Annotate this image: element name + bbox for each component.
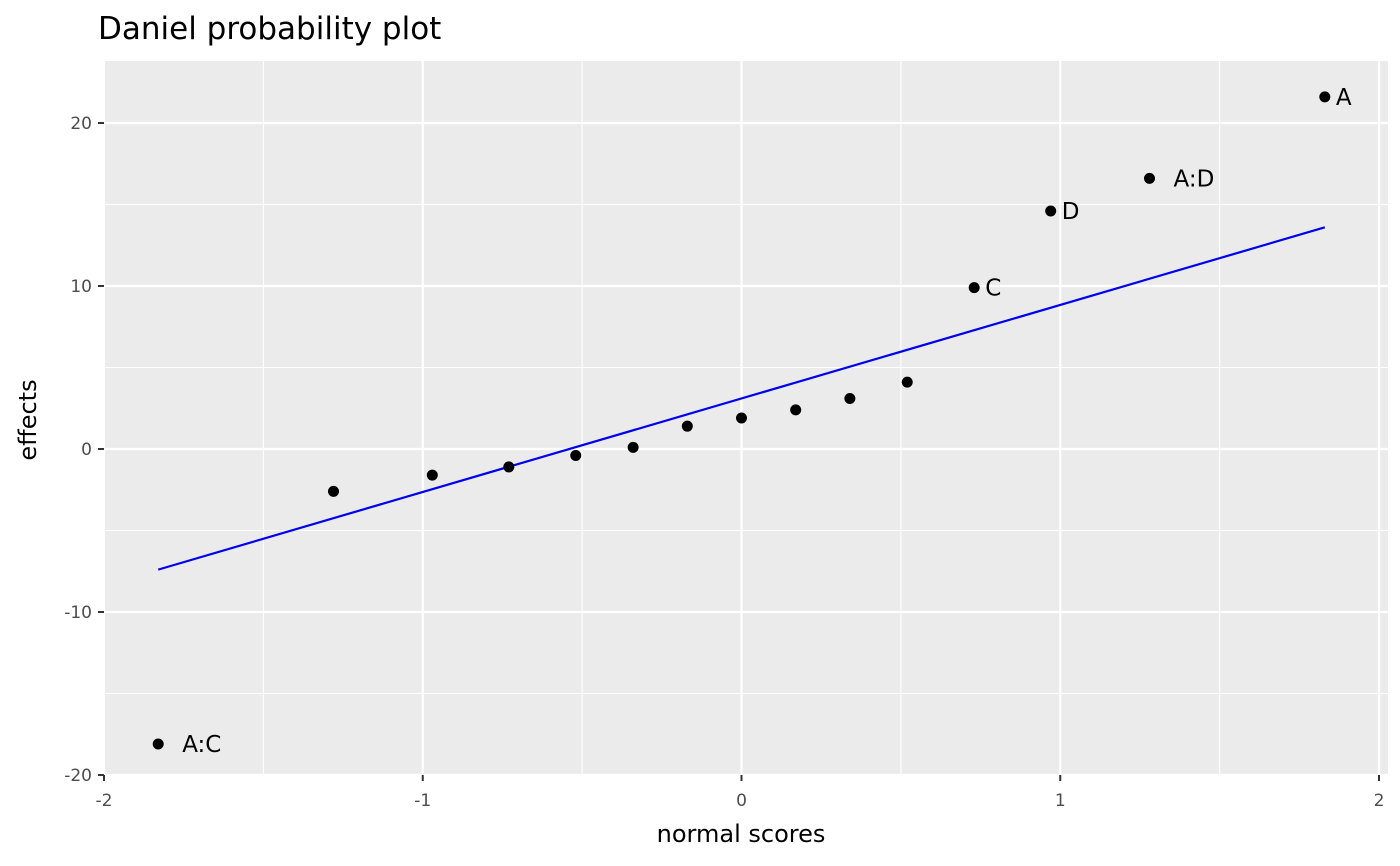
- data-point: [681, 420, 693, 432]
- data-point-label: C: [985, 276, 1001, 302]
- data-point-label: D: [1062, 199, 1080, 225]
- y-tick-label: 0: [81, 440, 92, 460]
- data-point: [503, 461, 515, 473]
- data-point: [1045, 205, 1057, 217]
- y-tick-label: 20: [70, 114, 92, 134]
- axis-ticks: [98, 122, 1380, 781]
- y-tick-label: -10: [64, 603, 92, 623]
- data-point-labels: A:C C D A:D A: [182, 85, 1352, 758]
- data-point: [627, 441, 639, 453]
- data-point: [570, 450, 582, 462]
- data-point: [426, 469, 438, 481]
- data-point: [844, 392, 856, 404]
- data-point: [1144, 172, 1155, 184]
- x-tick-label: 2: [1374, 791, 1385, 811]
- data-point: [152, 738, 164, 750]
- data-point: [736, 412, 747, 424]
- y-axis-title: effects: [14, 379, 42, 460]
- data-point: [790, 404, 802, 416]
- x-tick-label: -1: [414, 791, 431, 811]
- y-tick-label: -20: [64, 766, 92, 786]
- data-point-label: A: [1336, 85, 1352, 111]
- data-point: [1319, 91, 1331, 103]
- data-points: [152, 91, 1331, 750]
- data-point: [328, 485, 339, 497]
- x-axis-title: normal scores: [657, 820, 826, 848]
- chart-title: Daniel probability plot: [98, 11, 441, 47]
- reference-line: [157, 226, 1326, 571]
- data-point-label: A:D: [1174, 166, 1215, 192]
- y-tick-label: 10: [70, 277, 92, 297]
- data-point: [968, 282, 980, 294]
- x-tick-label: 1: [1055, 791, 1066, 811]
- x-tick-label: 0: [736, 791, 747, 811]
- x-tick-label: -2: [96, 791, 113, 811]
- data-point: [901, 376, 913, 388]
- data-point-label: A:C: [182, 732, 221, 758]
- minor-gridlines: [104, 61, 1388, 775]
